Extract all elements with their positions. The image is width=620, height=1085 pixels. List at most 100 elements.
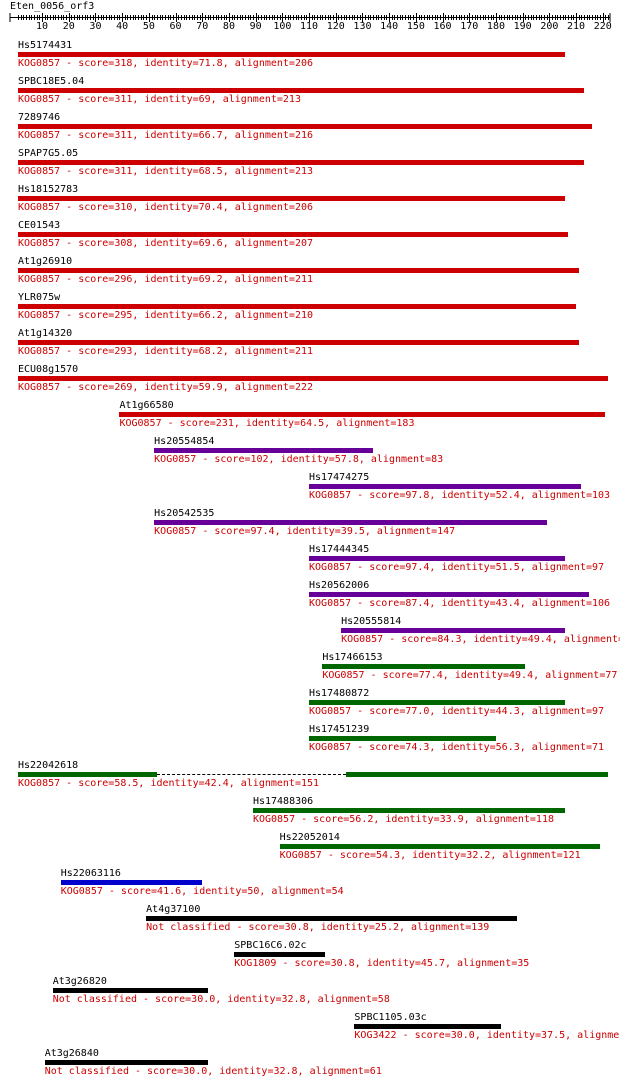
hit-description[interactable]: KOG0857 - score=97.4, identity=39.5, ali…: [154, 526, 456, 537]
hit-bar[interactable]: [309, 700, 566, 705]
hit-name[interactable]: Hs22063116: [60, 868, 121, 879]
hit-bar[interactable]: [60, 880, 203, 885]
hit-bar[interactable]: [309, 592, 590, 597]
hit-name[interactable]: At3g26840: [44, 1048, 99, 1059]
hit-bar[interactable]: [341, 628, 566, 633]
ruler: [9, 13, 611, 22]
hit-description[interactable]: KOG3422 - score=30.0, identity=37.5, ali…: [354, 1030, 620, 1041]
hit-description[interactable]: KOG0857 - score=58.5, identity=42.4, ali…: [18, 778, 320, 789]
hit-name[interactable]: CE01543: [18, 220, 61, 231]
hit-description[interactable]: KOG0857 - score=54.3, identity=32.2, ali…: [279, 850, 581, 861]
hit-description[interactable]: KOG0857 - score=269, identity=59.9, alig…: [18, 382, 314, 393]
hit-description[interactable]: KOG0857 - score=296, identity=69.2, alig…: [18, 274, 314, 285]
hit-bar[interactable]: [18, 196, 566, 201]
hit-name[interactable]: Hs20542535: [154, 508, 215, 519]
hit-name[interactable]: SPBC1105.03c: [354, 1012, 427, 1023]
hit-bar[interactable]: [18, 268, 579, 273]
hit-description[interactable]: KOG0857 - score=311, identity=69, alignm…: [18, 94, 301, 105]
ruler-tick-label: 50: [142, 21, 155, 32]
hit-bar[interactable]: [146, 916, 518, 921]
hit-description[interactable]: KOG0857 - score=87.4, identity=43.4, ali…: [309, 598, 611, 609]
hit-description[interactable]: KOG0857 - score=318, identity=71.8, alig…: [18, 58, 314, 69]
hit-bar[interactable]: [309, 736, 496, 741]
hit-gap-line: [156, 774, 347, 775]
hit-bar[interactable]: [52, 988, 208, 993]
hit-name[interactable]: At3g26820: [52, 976, 107, 987]
hit-name[interactable]: At1g14320: [18, 328, 73, 339]
hit-bar[interactable]: [322, 664, 526, 669]
ruler-tick-label: 80: [222, 21, 235, 32]
hit-name[interactable]: Hs20562006: [309, 580, 370, 591]
hit-description[interactable]: KOG0857 - score=97.8, identity=52.4, ali…: [309, 490, 611, 501]
query-title: Eten_0056_orf3: [10, 1, 95, 12]
hit-bar[interactable]: [18, 304, 577, 309]
ruler-tick-label: 160: [433, 21, 452, 32]
hit-description[interactable]: KOG0857 - score=102, identity=57.8, alig…: [154, 454, 444, 465]
hit-bar[interactable]: [18, 160, 585, 165]
ruler-tick-label: 180: [486, 21, 505, 32]
hit-name[interactable]: Hs5174431: [18, 40, 73, 51]
hit-description[interactable]: Not classified - score=30.0, identity=32…: [52, 994, 390, 1005]
ruler-tick-label: 30: [89, 21, 102, 32]
hit-bar[interactable]: [18, 52, 566, 57]
hit-description[interactable]: KOG0857 - score=84.3, identity=49.4, ali…: [341, 634, 620, 645]
hit-name[interactable]: Hs22042618: [18, 760, 79, 771]
hit-bar[interactable]: [154, 520, 547, 525]
hit-name[interactable]: Hs17474275: [309, 472, 370, 483]
hit-name[interactable]: Hs17488306: [252, 796, 314, 807]
hit-name[interactable]: SPBC18E5.04: [18, 76, 85, 87]
hit-name[interactable]: YLR075w: [18, 292, 61, 303]
hit-bar[interactable]: [18, 772, 157, 777]
hit-description[interactable]: KOG0857 - score=56.2, identity=33.9, ali…: [252, 814, 554, 825]
hit-description[interactable]: KOG0857 - score=310, identity=70.4, alig…: [18, 202, 314, 213]
hit-description[interactable]: KOG0857 - score=311, identity=68.5, alig…: [18, 166, 314, 177]
hit-bar[interactable]: [18, 232, 569, 237]
hit-name[interactable]: Hs17451239: [309, 724, 370, 735]
ruler-tick-label: 130: [353, 21, 372, 32]
hit-description[interactable]: KOG0857 - score=293, identity=68.2, alig…: [18, 346, 314, 357]
hit-name[interactable]: Hs20555814: [341, 616, 402, 627]
hit-description[interactable]: KOG0857 - score=308, identity=69.6, alig…: [18, 238, 314, 249]
hit-bar[interactable]: [154, 448, 374, 453]
hit-name[interactable]: At1g26910: [18, 256, 73, 267]
hit-name[interactable]: At1g66580: [119, 400, 174, 411]
hit-name[interactable]: Hs17480872: [309, 688, 370, 699]
hit-bar[interactable]: [309, 556, 566, 561]
hit-description[interactable]: KOG0857 - score=41.6, identity=50, align…: [60, 886, 344, 897]
hit-name[interactable]: ECU08g1570: [18, 364, 79, 375]
hit-description[interactable]: KOG0857 - score=231, identity=64.5, alig…: [119, 418, 415, 429]
hit-name[interactable]: At4g37100: [146, 904, 201, 915]
hit-description[interactable]: KOG0857 - score=77.0, identity=44.3, ali…: [309, 706, 605, 717]
hit-bar-segment-2[interactable]: [346, 772, 609, 777]
hit-bar[interactable]: [18, 376, 609, 381]
ruler-tick-label: 170: [460, 21, 479, 32]
hit-bar[interactable]: [119, 412, 606, 417]
hit-description[interactable]: KOG1809 - score=30.8, identity=45.7, ali…: [234, 958, 530, 969]
hit-bar[interactable]: [354, 1024, 502, 1029]
hit-bar[interactable]: [18, 88, 585, 93]
hit-description[interactable]: KOG0857 - score=295, identity=66.2, alig…: [18, 310, 314, 321]
hit-description[interactable]: KOG0857 - score=74.3, identity=56.3, ali…: [309, 742, 605, 753]
hit-bar[interactable]: [44, 1060, 208, 1065]
hit-description[interactable]: KOG0857 - score=311, identity=66.7, alig…: [18, 130, 314, 141]
hit-name[interactable]: 7289746: [18, 112, 61, 123]
hit-name[interactable]: Hs18152783: [18, 184, 79, 195]
hit-bar[interactable]: [234, 952, 326, 957]
hit-bar[interactable]: [18, 340, 579, 345]
hit-description[interactable]: KOG0857 - score=97.4, identity=51.5, ali…: [309, 562, 605, 573]
hit-description[interactable]: KOG0857 - score=77.4, identity=49.4, ali…: [322, 670, 618, 681]
ruler-tick-label: 200: [540, 21, 559, 32]
hit-name[interactable]: SPBC16C6.02c: [234, 940, 307, 951]
hit-name[interactable]: Hs20554854: [154, 436, 215, 447]
hit-name[interactable]: Hs17466153: [322, 652, 383, 663]
hit-bar[interactable]: [252, 808, 566, 813]
hit-name[interactable]: Hs17444345: [309, 544, 370, 555]
hit-bar[interactable]: [18, 124, 593, 129]
hit-bar[interactable]: [309, 484, 582, 489]
hit-name[interactable]: Hs22052014: [279, 832, 340, 843]
hit-name[interactable]: SPAP7G5.05: [18, 148, 79, 159]
hit-bar[interactable]: [279, 844, 601, 849]
hit-description[interactable]: Not classified - score=30.8, identity=25…: [146, 922, 490, 933]
hit-description[interactable]: Not classified - score=30.0, identity=32…: [44, 1066, 382, 1077]
